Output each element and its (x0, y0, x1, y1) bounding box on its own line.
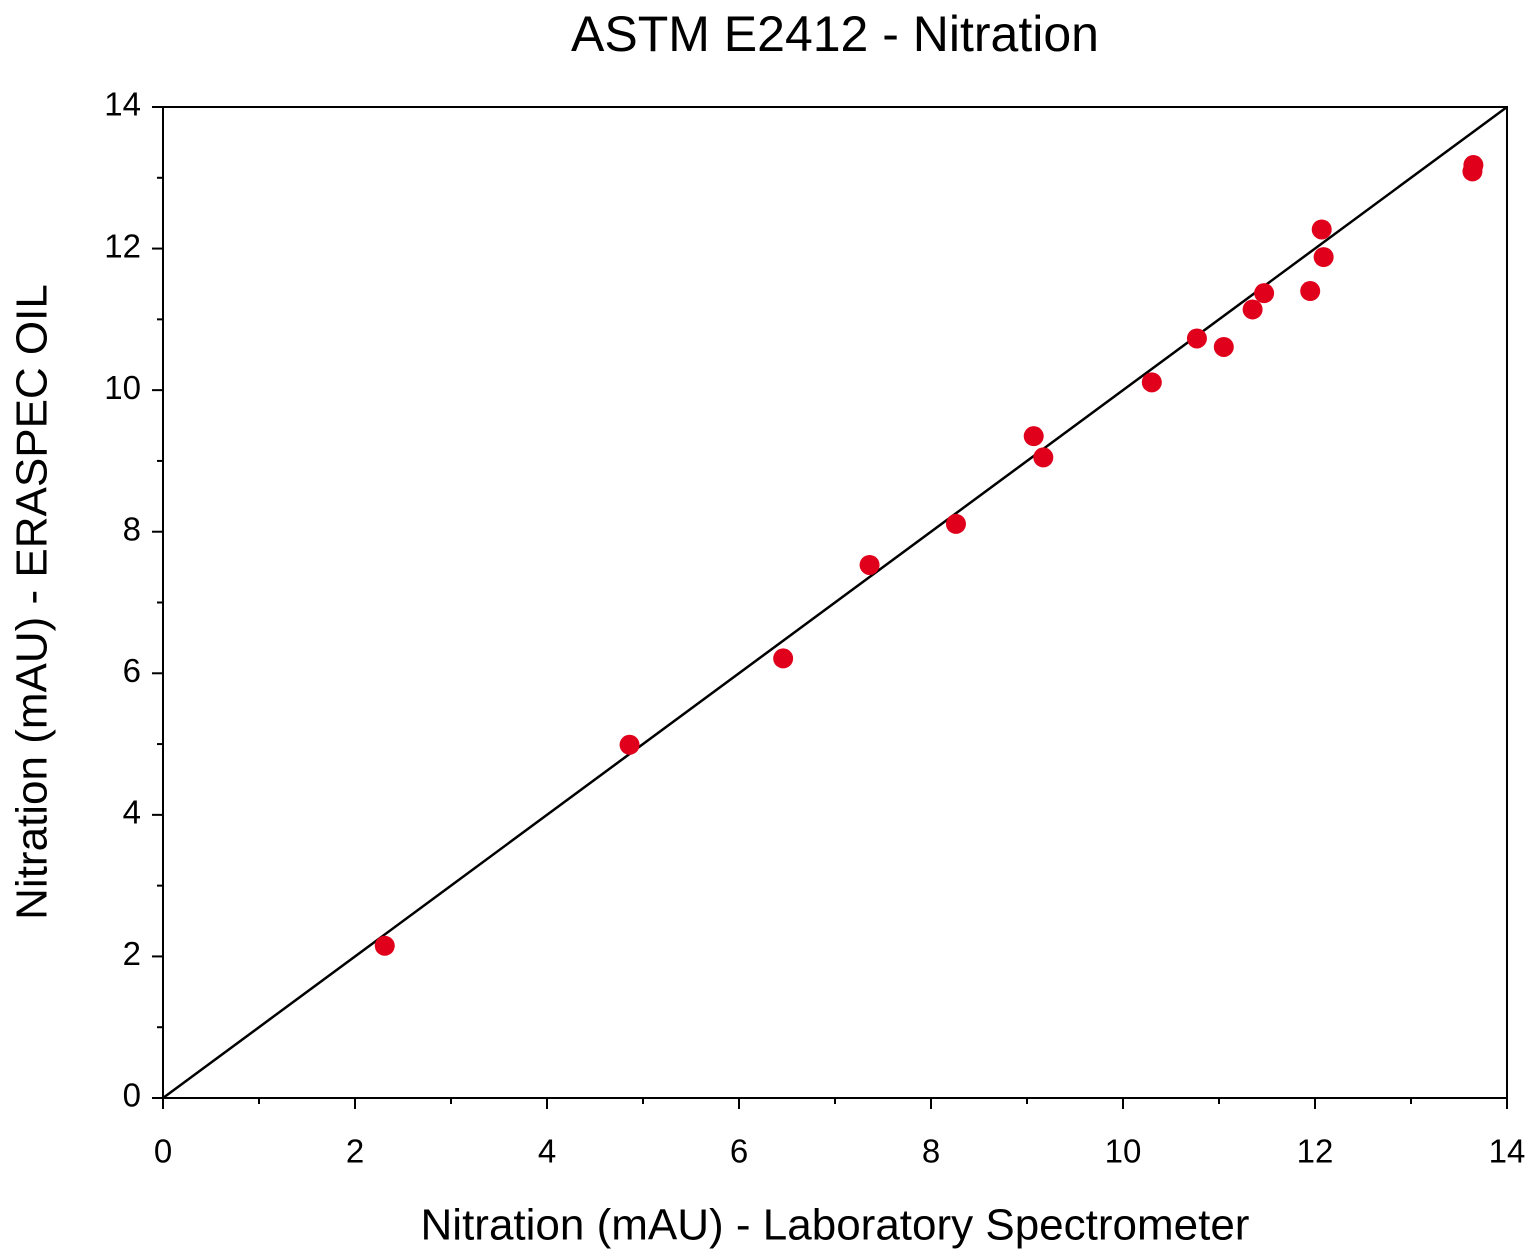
x-tick-label: 12 (1297, 1133, 1334, 1170)
point (374, 935, 395, 956)
point (1462, 161, 1483, 182)
point (1313, 247, 1334, 268)
y-tick-label: 0 (123, 1077, 141, 1114)
y-tick-label: 4 (123, 794, 141, 831)
point (1254, 283, 1275, 304)
y-tick-label: 2 (123, 935, 141, 972)
y-tick-label: 8 (123, 510, 141, 547)
reference-line (162, 105, 1508, 1100)
point (859, 554, 880, 575)
x-tick-label: 10 (1105, 1133, 1142, 1170)
chart-title: ASTM E2412 - Nitration (571, 6, 1099, 62)
point (1311, 219, 1332, 240)
point (1242, 299, 1263, 320)
point (773, 648, 794, 669)
x-tick-label: 4 (538, 1133, 556, 1170)
point (1033, 447, 1054, 468)
x-tick-label: 6 (730, 1133, 748, 1170)
y-tick-label: 12 (104, 227, 141, 264)
point (619, 734, 640, 755)
point (1213, 336, 1234, 357)
point (1023, 426, 1044, 447)
point (945, 513, 966, 534)
x-axis-label: Nitration (mAU) - Laboratory Spectromete… (421, 1201, 1250, 1250)
x-tick-label: 2 (346, 1133, 364, 1170)
y-tick-label: 14 (104, 86, 141, 123)
x-tick-label: 0 (154, 1133, 172, 1170)
x-tick-label: 14 (1489, 1133, 1526, 1170)
y-axis-label: Nitration (mAU) - ERASPEC OIL (8, 284, 57, 920)
y-tick-label: 10 (104, 369, 141, 406)
y-tick-label: 6 (123, 652, 141, 689)
x-tick-label: 8 (922, 1133, 940, 1170)
point (1300, 281, 1321, 302)
point (1141, 372, 1162, 393)
point (1186, 328, 1207, 349)
